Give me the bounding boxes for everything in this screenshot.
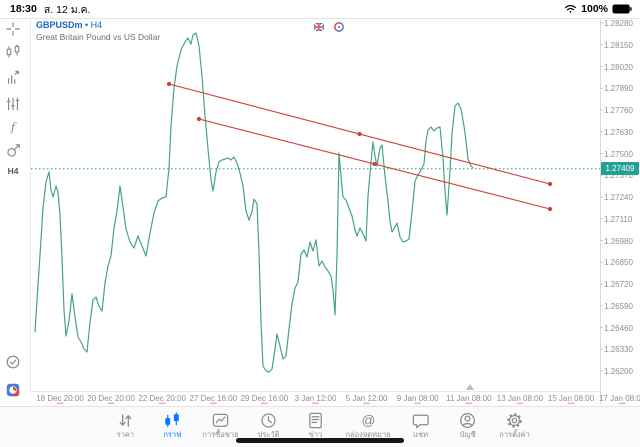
- calendar-event-dash: [56, 402, 64, 405]
- y-axis-label: 1.27630: [604, 127, 633, 137]
- x-axis-label: 18 Dec 20:00: [36, 394, 84, 403]
- y-axis-label: 1.26850: [604, 258, 633, 268]
- y-axis-label: 1.26330: [604, 345, 633, 355]
- price-line-series[interactable]: [34, 32, 474, 373]
- tab-trade[interactable]: การซื้อขาย: [202, 411, 239, 447]
- trendline-handle[interactable]: [372, 161, 377, 167]
- battery-icon: [612, 4, 632, 14]
- calendar-event-dash: [158, 402, 166, 405]
- tab-history[interactable]: ประวัติ: [252, 411, 286, 447]
- calendar-event-dash: [618, 402, 626, 405]
- x-axis-label: 29 Dec 16:00: [240, 394, 289, 403]
- x-axis-label: 17 Jan 08:00: [598, 394, 640, 403]
- chart-area[interactable]: f H4 GBPUSDm • H4 Great Britain Pound vs…: [0, 18, 640, 406]
- x-axis-label: 5 Jan 12:00: [345, 394, 388, 403]
- trade-icon: [212, 413, 229, 427]
- svg-text:f: f: [10, 120, 17, 134]
- y-axis-label: 1.28020: [604, 62, 633, 72]
- x-axis-label: 9 Jan 08:00: [396, 394, 439, 403]
- x-axis-label: 27 Dec 16:00: [189, 394, 238, 403]
- y-axis-label: 1.26200: [604, 367, 633, 376]
- svg-text:@: @: [361, 413, 375, 428]
- chat-icon: [412, 414, 429, 429]
- y-axis-label: 1.27110: [604, 214, 633, 224]
- calendar-event-dash: [465, 402, 473, 405]
- event-flags[interactable]: [314, 22, 344, 32]
- calendar-event-dash: [363, 402, 371, 405]
- trendline-handle[interactable]: [547, 206, 553, 212]
- price-chart-canvas[interactable]: [0, 18, 640, 406]
- calendar-event-dash: [567, 402, 575, 405]
- y-axis-label: 1.27500: [604, 149, 633, 159]
- tab-chat[interactable]: แชท: [404, 411, 438, 447]
- sessions-clock-icon[interactable]: [5, 354, 21, 370]
- y-axis-label: 1.28150: [604, 40, 633, 50]
- y-axis-label: 1.28280: [604, 19, 633, 28]
- x-axis-label: 20 Dec 20:00: [87, 394, 135, 403]
- x-axis-label: 22 Dec 20:00: [138, 394, 186, 403]
- crosshair-icon[interactable]: [5, 21, 21, 37]
- y-axis-label: 1.27760: [604, 106, 633, 115]
- calendar-event-dash: [260, 402, 268, 405]
- tab-news[interactable]: ข่าว: [299, 411, 333, 447]
- battery-percent: 100%: [581, 3, 608, 15]
- functions-icon[interactable]: f: [5, 119, 21, 135]
- calendar-event-dash: [414, 402, 422, 405]
- tab-mailbox[interactable]: @ กล่องจดหมาย: [345, 412, 391, 439]
- symbol-name[interactable]: GBPUSDm: [36, 20, 83, 30]
- chart-header[interactable]: GBPUSDm • H4 Great Britain Pound vs US D…: [36, 20, 160, 43]
- trendline-handle[interactable]: [166, 81, 172, 87]
- event-clock-icon[interactable]: [334, 22, 344, 32]
- time-axis-event-marker: [466, 384, 474, 390]
- calendar-event-dash: [312, 402, 319, 405]
- clock-time: 18:30: [10, 3, 37, 15]
- event-flag-uk-icon[interactable]: [314, 23, 324, 31]
- home-indicator[interactable]: [236, 438, 404, 443]
- y-axis-label: 1.27240: [604, 193, 633, 202]
- trendline-handle[interactable]: [547, 181, 553, 187]
- y-axis-label: 1.26590: [604, 301, 633, 311]
- settings-gear-icon: [507, 413, 522, 428]
- status-date: ส. 12 ม.ค.: [43, 3, 91, 16]
- tab-chart[interactable]: กราฟ: [155, 411, 189, 447]
- calendar-event-dash: [107, 402, 115, 405]
- trendline-handle[interactable]: [196, 116, 202, 122]
- indicators-icon[interactable]: [5, 70, 21, 86]
- object-settings-sliders-icon[interactable]: [5, 96, 21, 112]
- timeframe-button[interactable]: H4: [7, 166, 19, 176]
- account-icon: [460, 413, 476, 428]
- x-axis-label: 11 Jan 08:00: [445, 394, 492, 403]
- wifi-icon: [564, 4, 577, 14]
- x-axis-label: 15 Jan 08:00: [547, 394, 595, 403]
- tab-accounts[interactable]: บัญชี: [451, 411, 485, 447]
- chart-type-icon[interactable]: [5, 43, 21, 59]
- quotes-arrows-icon: [119, 414, 132, 427]
- mailbox-at-icon: @: [361, 413, 375, 428]
- symbol-description: Great Britain Pound vs US Dollar: [36, 31, 161, 42]
- y-axis-label: 1.26460: [604, 323, 633, 333]
- calendar-event-dash: [209, 402, 217, 405]
- calendar-icon[interactable]: [5, 382, 21, 398]
- trendline-handle[interactable]: [357, 131, 362, 137]
- x-axis-label: 3 Jan 12:00: [294, 394, 337, 403]
- x-axis-label: 13 Jan 08:00: [496, 394, 544, 403]
- symbol-timeframe: • H4: [85, 20, 103, 30]
- chart-candles-icon: [165, 412, 179, 428]
- y-axis-label: 1.26720: [604, 280, 633, 289]
- tab-settings[interactable]: การตั้งค่า: [498, 411, 532, 447]
- y-axis-label: 1.27370: [604, 171, 633, 181]
- calendar-event-dash: [516, 402, 524, 405]
- news-icon: [309, 412, 322, 429]
- current-price-tag: 1.27409: [601, 162, 639, 176]
- objects-icon[interactable]: [5, 143, 21, 159]
- y-axis-label: 1.26980: [604, 236, 633, 246]
- history-clock-icon: [261, 413, 276, 428]
- y-axis-label: 1.27890: [604, 84, 633, 94]
- status-bar: 18:30 ส. 12 ม.ค. 100%: [0, 0, 640, 18]
- tab-quotes[interactable]: ราคา: [108, 411, 142, 447]
